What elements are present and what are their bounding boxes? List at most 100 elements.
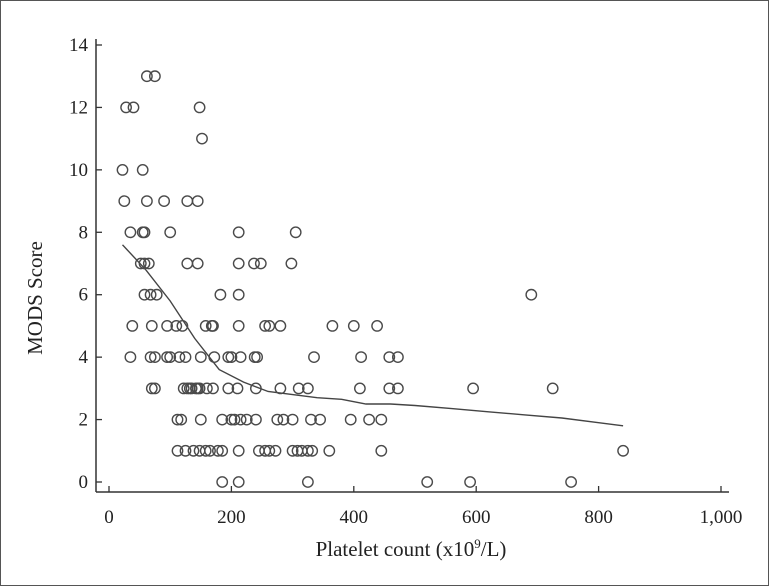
- data-point: [232, 257, 245, 270]
- data-point: [193, 382, 206, 395]
- x-tick-label: 600: [462, 507, 491, 528]
- data-point: [138, 226, 151, 239]
- data-point: [187, 444, 200, 457]
- data-point: [199, 319, 212, 332]
- y-ticks: 0 2 4 6 8 10 12 14: [69, 35, 102, 493]
- data-point: [301, 382, 314, 395]
- x-tick-label: 1,000: [700, 507, 743, 528]
- data-point: [207, 319, 219, 332]
- data-point: [148, 382, 161, 395]
- data-point: [134, 257, 147, 270]
- data-point: [301, 476, 314, 488]
- data-point: [323, 444, 336, 457]
- data-point: [231, 382, 244, 395]
- data-point: [277, 413, 290, 426]
- data-point: [124, 351, 137, 363]
- data-point: [263, 444, 276, 457]
- data-point: [249, 413, 262, 426]
- y-axis-title: MODS Score: [23, 241, 47, 355]
- data-point: [179, 351, 192, 363]
- data-point: [391, 382, 404, 395]
- y-tick-label: 14: [69, 35, 89, 56]
- data-point: [116, 163, 129, 176]
- data-point: [191, 195, 204, 208]
- data-point: [177, 382, 190, 395]
- data-point: [164, 226, 177, 239]
- data-point: [140, 70, 153, 83]
- data-point: [326, 319, 339, 332]
- data-point: [308, 351, 320, 363]
- x-ticks: 0 200 400 600 800 1,000: [104, 486, 742, 528]
- data-point: [263, 319, 276, 332]
- data-point: [467, 382, 479, 395]
- data-point: [200, 382, 213, 395]
- x-axis-title-main: Platelet count (x10: [316, 537, 475, 561]
- data-point: [171, 413, 184, 426]
- data-point: [251, 351, 264, 363]
- data-point: [355, 351, 367, 363]
- data-point: [144, 288, 157, 301]
- data-point: [232, 444, 245, 457]
- x-tick-label: 0: [104, 507, 114, 528]
- data-point: [254, 257, 267, 270]
- data-point: [138, 288, 151, 301]
- data-point: [248, 351, 261, 363]
- data-point: [375, 444, 388, 457]
- data-point: [353, 382, 366, 395]
- data-point: [126, 319, 139, 332]
- x-axis-title: Platelet count (x109/L): [316, 536, 507, 561]
- data-point: [161, 319, 174, 332]
- y-tick-label: 10: [69, 160, 88, 181]
- axes: [95, 39, 729, 493]
- data-point: [176, 319, 189, 332]
- data-point: [306, 444, 319, 457]
- data-point: [421, 476, 434, 488]
- data-point: [145, 382, 158, 395]
- data-point: [214, 288, 227, 301]
- y-tick-label: 2: [79, 410, 89, 431]
- data-point: [142, 257, 155, 270]
- data-point: [234, 413, 247, 426]
- data-point: [228, 413, 241, 426]
- data-point: [225, 413, 238, 426]
- y-tick-label: 12: [69, 97, 88, 118]
- data-point: [216, 476, 229, 488]
- data-point: [140, 195, 153, 208]
- data-point: [148, 351, 161, 363]
- data-points: [116, 70, 629, 488]
- data-point: [193, 101, 206, 114]
- y-tick-label: 8: [79, 222, 89, 243]
- data-point: [204, 444, 216, 457]
- data-point: [546, 382, 559, 395]
- data-point: [196, 132, 208, 145]
- data-point: [199, 444, 212, 457]
- data-point: [383, 382, 396, 395]
- y-tick-label: 6: [79, 285, 89, 306]
- data-point: [173, 351, 186, 363]
- data-point: [232, 226, 245, 239]
- data-point: [191, 257, 204, 270]
- data-point: [127, 101, 140, 114]
- data-point: [391, 351, 404, 363]
- data-point: [617, 444, 629, 457]
- data-point: [274, 382, 287, 395]
- data-point: [171, 444, 184, 457]
- trend-line: [121, 244, 624, 427]
- data-point: [464, 476, 476, 488]
- data-point: [347, 319, 360, 332]
- data-point: [344, 413, 357, 426]
- data-point: [248, 257, 260, 270]
- data-point: [181, 195, 194, 208]
- data-point: [383, 351, 396, 363]
- data-point: [363, 413, 375, 426]
- data-point: [525, 288, 538, 301]
- data-point: [259, 319, 271, 332]
- data-point: [286, 413, 299, 426]
- data-point: [232, 288, 245, 301]
- data-point: [269, 444, 282, 457]
- data-point: [252, 444, 265, 457]
- data-point: [175, 413, 188, 426]
- data-point: [371, 319, 383, 332]
- data-point: [150, 288, 163, 301]
- data-point: [170, 319, 183, 332]
